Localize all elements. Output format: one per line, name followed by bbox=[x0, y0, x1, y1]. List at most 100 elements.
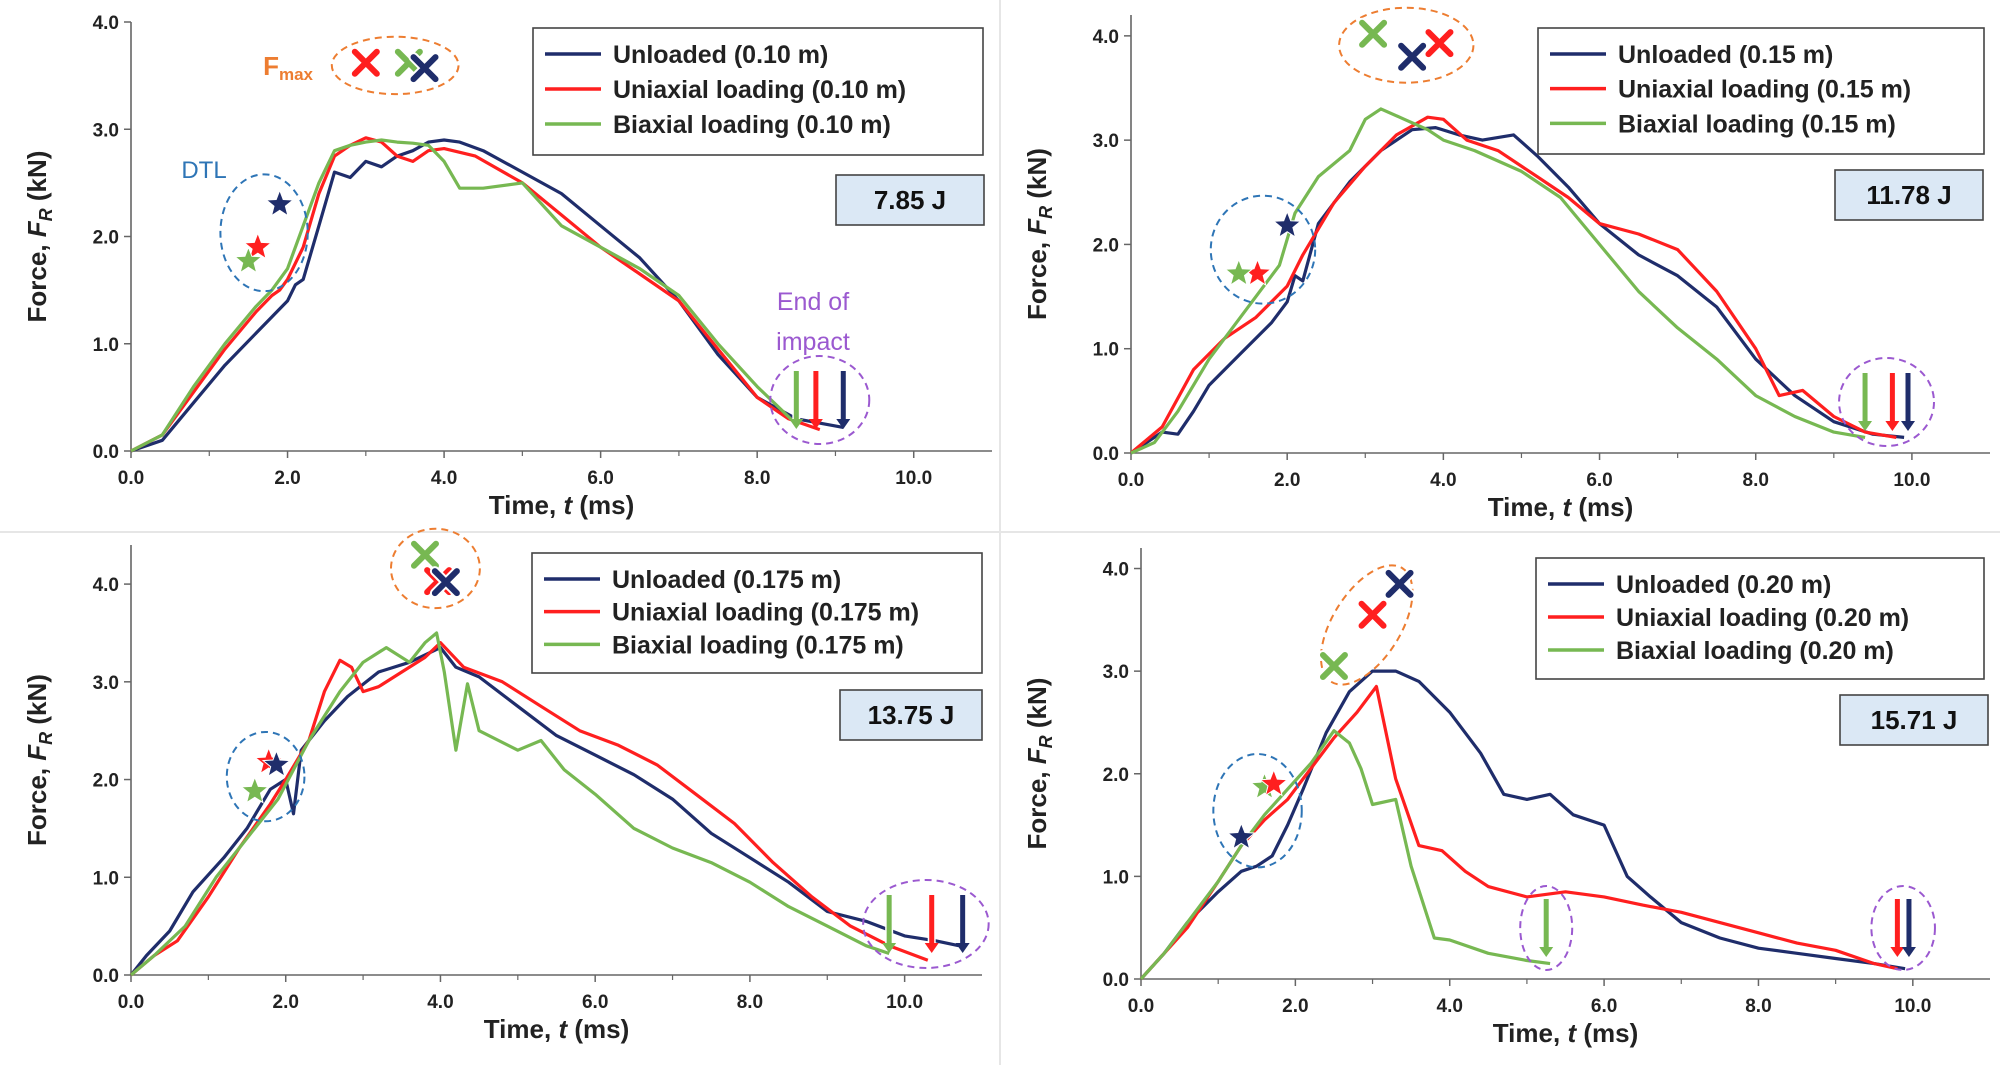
legend-label-unloaded: Unloaded (0.15 m) bbox=[1618, 41, 1833, 69]
fmax-marker-biaxial bbox=[1319, 652, 1348, 681]
y-tick-label: 1.0 bbox=[1103, 867, 1129, 888]
x-tick-label: 2.0 bbox=[274, 468, 300, 489]
fmax-marker-unloaded bbox=[1398, 42, 1427, 71]
end-arrow-head-biaxial bbox=[789, 419, 804, 429]
fmax-label: Fmax bbox=[263, 51, 313, 84]
energy-label: 15.71 J bbox=[1871, 705, 1958, 735]
y-axis-label-suffix: (kN) bbox=[1022, 148, 1052, 206]
dtl-label: DTL bbox=[181, 157, 226, 184]
y-tick-label: 1.0 bbox=[93, 868, 119, 889]
end-arrow-head-biaxial bbox=[882, 943, 897, 953]
energy-box bbox=[835, 174, 985, 226]
fmax-circle bbox=[330, 35, 460, 96]
legend-label-biaxial: Biaxial loading (0.20 m) bbox=[1616, 637, 1894, 665]
x-axis-label-var: t bbox=[1567, 1018, 1577, 1048]
x-tick-label: 8.0 bbox=[1745, 996, 1771, 1017]
y-tick-label: 3.0 bbox=[1093, 131, 1119, 152]
legend-label-unloaded: Unloaded (0.175 m) bbox=[612, 566, 841, 594]
legend-label-uniaxial: Uniaxial loading (0.15 m) bbox=[1618, 76, 1911, 104]
end-arrow-head-uniaxial bbox=[1885, 421, 1900, 431]
series-line-uniaxial bbox=[130, 136, 821, 453]
dtl-marker-uniaxial bbox=[1259, 768, 1289, 797]
end-circle bbox=[862, 879, 990, 969]
series-line-biaxial bbox=[129, 631, 890, 977]
energy-label: 7.85 J bbox=[874, 185, 946, 215]
x-axis-label-var: t bbox=[1562, 492, 1572, 522]
chart-panel-bottom-right: 0.0 1.0 2.0 3.0 4.0 0.0 2.0 4.0 6.0 8.0 10.0 Time, … bbox=[1022, 548, 1990, 1048]
y-tick-label: 0.0 bbox=[1093, 444, 1119, 465]
y-tick-label: 3.0 bbox=[1103, 662, 1129, 683]
x-axis-label-suffix: (ms) bbox=[567, 1014, 629, 1044]
energy-box bbox=[1834, 169, 1984, 221]
end-arrow-head-uniaxial bbox=[924, 943, 939, 953]
end-of-impact-label-line2: impact bbox=[776, 328, 850, 356]
series-line-unloaded bbox=[1130, 126, 1905, 455]
y-axis-label-prefix: Force, bbox=[1022, 764, 1052, 849]
fmax-marker-uniaxial bbox=[351, 48, 380, 77]
fmax-label-sub: max bbox=[279, 65, 314, 84]
x-tick-label: 10.0 bbox=[895, 468, 932, 489]
y-axis-label-var: F bbox=[22, 220, 52, 237]
chart-panel-top-left: 0.0 1.0 2.0 3.0 4.0 0.0 2.0 4.0 6.0 8.0 10.0 Time, … bbox=[22, 13, 992, 520]
dtl-circle bbox=[1209, 194, 1317, 305]
legend-box bbox=[1535, 557, 1985, 680]
legend-box bbox=[531, 552, 983, 674]
end-of-impact-label-line1: End of bbox=[777, 288, 849, 316]
x-tick-label: 2.0 bbox=[273, 992, 299, 1013]
y-tick-label: 3.0 bbox=[93, 120, 119, 141]
y-tick-label: 2.0 bbox=[93, 771, 119, 792]
chart-panel-top-right: 0.0 1.0 2.0 3.0 4.0 0.0 2.0 4.0 6.0 8.0 10.0 Time, … bbox=[1022, 6, 1990, 522]
x-axis-label: Time, t (ms) bbox=[1493, 1018, 1638, 1048]
x-axis-label-suffix: (ms) bbox=[1576, 1018, 1638, 1048]
dtl-marker-unloaded bbox=[1226, 822, 1257, 850]
x-tick-label: 10.0 bbox=[1893, 470, 1930, 491]
dtl-marker-unloaded bbox=[261, 749, 292, 778]
series-line-uniaxial bbox=[129, 641, 929, 977]
series-line-uniaxial bbox=[1129, 115, 1897, 455]
end-arrow-head-uniaxial bbox=[1890, 947, 1905, 957]
y-tick-label: 2.0 bbox=[1103, 765, 1129, 786]
x-tick-label: 0.0 bbox=[118, 992, 144, 1013]
y-axis-label-prefix: Force, bbox=[22, 237, 52, 322]
fmax-marker-unloaded bbox=[410, 54, 439, 83]
x-axis-label: Time, t (ms) bbox=[489, 490, 634, 520]
legend-label-unloaded: Unloaded (0.10 m) bbox=[613, 41, 828, 69]
fmax-marker-biaxial bbox=[1359, 19, 1388, 48]
series-line-unloaded bbox=[1139, 669, 1906, 981]
y-tick-label: 0.0 bbox=[1103, 970, 1129, 991]
y-axis-label-suffix: (kN) bbox=[22, 674, 52, 732]
fmax-circle bbox=[1319, 564, 1414, 686]
y-axis-label-sub: R bbox=[36, 208, 56, 221]
series-line-unloaded bbox=[130, 138, 844, 453]
fmax-marker-uniaxial bbox=[1425, 29, 1454, 58]
y-axis-label: Force, FR (kN) bbox=[1022, 148, 1056, 320]
end-arrow-head-unloaded bbox=[955, 943, 970, 953]
x-tick-label: 4.0 bbox=[431, 468, 457, 489]
x-axis-label: Time, t (ms) bbox=[484, 1014, 629, 1044]
x-tick-label: 6.0 bbox=[587, 468, 613, 489]
end-arrow-head-uniaxial bbox=[808, 419, 823, 429]
y-axis-label: Force, FR (kN) bbox=[22, 674, 56, 846]
dtl-marker-biaxial bbox=[1224, 258, 1254, 287]
series-line-biaxial bbox=[130, 138, 798, 453]
x-axis-label-prefix: Time, bbox=[1493, 1018, 1568, 1048]
y-tick-label: 1.0 bbox=[93, 335, 119, 356]
y-tick-label: 4.0 bbox=[1093, 27, 1119, 48]
x-tick-label: 10.0 bbox=[1894, 996, 1931, 1017]
fmax-marker-unloaded bbox=[431, 568, 460, 597]
energy-box bbox=[839, 689, 983, 741]
legend-box bbox=[532, 27, 984, 156]
x-tick-label: 4.0 bbox=[1437, 996, 1463, 1017]
y-axis-label: Force, FR (kN) bbox=[22, 151, 56, 323]
legend-label-uniaxial: Uniaxial loading (0.175 m) bbox=[612, 599, 919, 627]
y-tick-label: 4.0 bbox=[1103, 560, 1129, 581]
end-circle bbox=[769, 355, 871, 445]
fmax-label-main: F bbox=[263, 51, 279, 81]
x-tick-label: 6.0 bbox=[1586, 470, 1612, 491]
y-axis-label-var: F bbox=[1022, 747, 1052, 764]
y-tick-label: 1.0 bbox=[1093, 340, 1119, 361]
fmax-circle bbox=[389, 527, 481, 610]
x-tick-label: 8.0 bbox=[1743, 470, 1769, 491]
x-tick-label: 4.0 bbox=[427, 992, 453, 1013]
y-axis-label-sub: R bbox=[1036, 735, 1056, 748]
